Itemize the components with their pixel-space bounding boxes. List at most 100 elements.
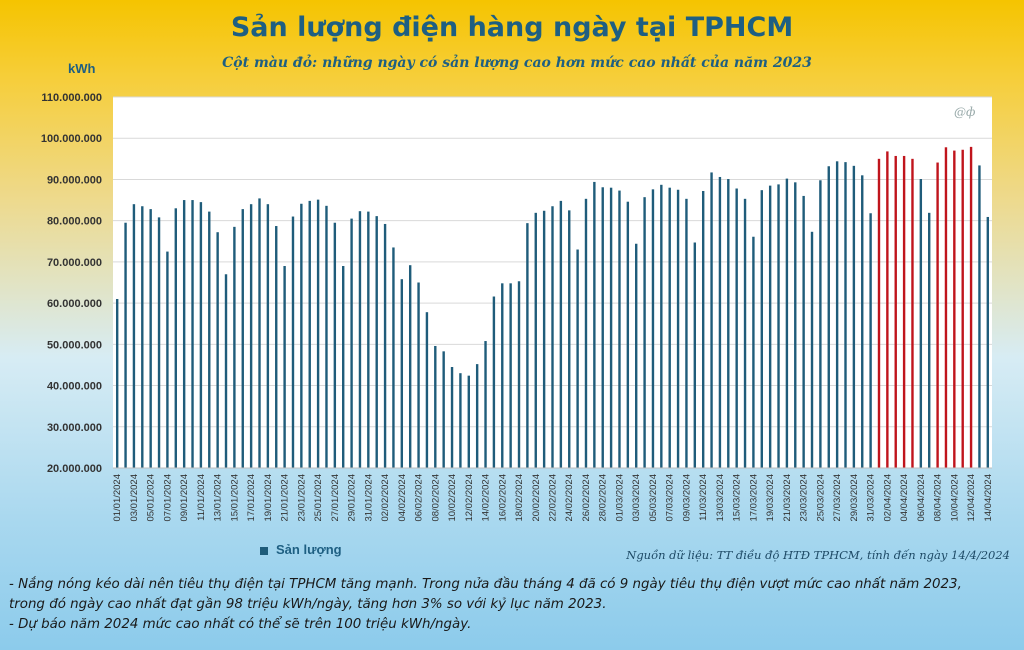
y-tick-label: 50.000.000 <box>47 339 102 351</box>
bar <box>367 212 369 468</box>
bar <box>468 376 470 468</box>
bar <box>735 189 737 468</box>
x-tick-label: 01/01/2024 <box>112 474 123 522</box>
bar <box>543 211 545 468</box>
bar <box>124 223 126 468</box>
bar <box>643 197 645 468</box>
y-tick-label: 70.000.000 <box>47 257 102 269</box>
bar <box>669 188 671 468</box>
bar <box>434 346 436 468</box>
x-tick-label: 04/04/2024 <box>899 474 910 522</box>
bar <box>585 199 587 468</box>
y-tick-label: 20.000.000 <box>47 463 102 475</box>
bar-record <box>936 163 938 468</box>
x-tick-label: 03/03/2024 <box>631 474 642 522</box>
x-tick-label: 26/02/2024 <box>581 474 592 522</box>
bar <box>819 180 821 468</box>
bar-record <box>895 156 897 468</box>
bar <box>376 216 378 468</box>
bar <box>225 274 227 468</box>
note-line: - Nắng nóng kéo dài nên tiêu thụ điện tạ… <box>9 575 1019 595</box>
bar <box>928 213 930 468</box>
bar <box>426 312 428 468</box>
notes-block: - Nắng nóng kéo dài nên tiêu thụ điện tạ… <box>9 575 1019 635</box>
x-tick-label: 05/03/2024 <box>648 474 659 522</box>
x-tick-label: 27/03/2024 <box>832 474 843 522</box>
bar <box>116 299 118 468</box>
x-tick-label: 04/02/2024 <box>397 474 408 522</box>
x-tick-label: 19/03/2024 <box>765 474 776 522</box>
bar <box>183 200 185 468</box>
x-tick-label: 11/03/2024 <box>698 474 709 521</box>
bar <box>317 200 319 468</box>
bar <box>869 213 871 468</box>
bar <box>275 226 277 468</box>
bar <box>309 201 311 468</box>
bar-record <box>962 150 964 468</box>
bar <box>752 237 754 468</box>
x-tick-label: 14/02/2024 <box>481 474 492 522</box>
x-tick-label: 21/01/2024 <box>280 474 291 522</box>
x-tick-label: 08/04/2024 <box>933 474 944 522</box>
bar <box>694 243 696 468</box>
x-tick-label: 31/01/2024 <box>363 474 374 522</box>
bar <box>233 227 235 468</box>
bar <box>476 364 478 468</box>
bar <box>141 206 143 468</box>
x-tick-label: 19/01/2024 <box>263 474 274 522</box>
bar <box>166 252 168 468</box>
bar <box>451 367 453 468</box>
bar <box>987 217 989 468</box>
x-tick-label: 17/03/2024 <box>748 474 759 522</box>
y-tick-label: 90.000.000 <box>47 174 102 186</box>
x-tick-label: 23/01/2024 <box>296 474 307 522</box>
x-tick-label: 07/03/2024 <box>665 474 676 522</box>
bar <box>610 188 612 468</box>
bar <box>769 186 771 468</box>
bar <box>761 190 763 468</box>
note-line: - Dự báo năm 2024 mức cao nhất có thể sẽ… <box>9 615 1019 635</box>
x-tick-label: 03/01/2024 <box>129 474 140 522</box>
legend-swatch <box>260 547 268 555</box>
bar <box>158 217 160 468</box>
bar <box>292 217 294 468</box>
bar <box>409 265 411 468</box>
bar <box>652 189 654 468</box>
x-tick-label: 15/01/2024 <box>229 474 240 522</box>
bar <box>526 223 528 468</box>
x-tick-label: 25/01/2024 <box>313 474 324 522</box>
x-tick-label: 21/03/2024 <box>782 474 793 522</box>
bar <box>191 200 193 468</box>
x-tick-label: 29/01/2024 <box>347 474 358 522</box>
bar <box>442 351 444 468</box>
legend: Sản lượng <box>260 542 342 557</box>
bar <box>267 204 269 468</box>
bar <box>149 209 151 468</box>
x-tick-label: 06/02/2024 <box>414 474 425 522</box>
x-tick-label: 31/03/2024 <box>866 474 877 522</box>
y-tick-label: 60.000.000 <box>47 298 102 310</box>
bar <box>568 210 570 468</box>
bar <box>392 247 394 468</box>
bar <box>560 201 562 468</box>
x-tick-label: 11/01/2024 <box>196 474 207 521</box>
x-tick-label: 02/02/2024 <box>380 474 391 522</box>
bar-record <box>970 147 972 468</box>
x-tick-label: 29/03/2024 <box>849 474 860 522</box>
x-tick-label: 10/02/2024 <box>447 474 458 522</box>
bar <box>744 199 746 468</box>
watermark: @ф <box>954 105 975 119</box>
bar <box>459 373 461 468</box>
bar <box>417 283 419 469</box>
y-tick-label: 100.000.000 <box>41 133 102 145</box>
x-tick-label: 28/02/2024 <box>598 474 609 522</box>
x-tick-label: 14/04/2024 <box>983 474 994 522</box>
x-tick-label: 12/04/2024 <box>966 474 977 522</box>
x-tick-label: 13/01/2024 <box>213 474 224 522</box>
bar <box>359 211 361 468</box>
bar <box>836 161 838 468</box>
x-tick-label: 23/03/2024 <box>799 474 810 522</box>
bar <box>861 175 863 468</box>
bar <box>677 190 679 468</box>
bar <box>719 177 721 468</box>
